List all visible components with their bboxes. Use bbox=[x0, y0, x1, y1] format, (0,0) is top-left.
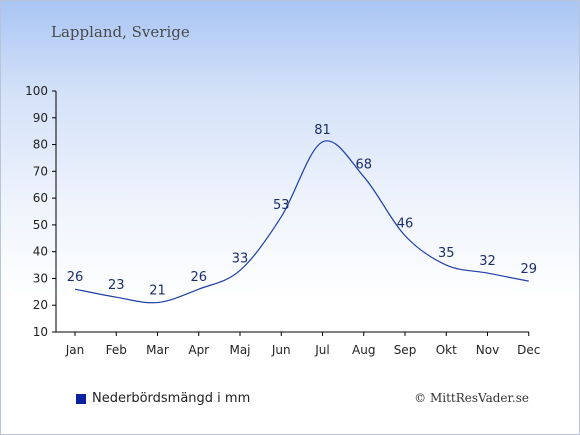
y-tick-label: 20 bbox=[33, 298, 48, 312]
x-tick-label: Feb bbox=[106, 343, 127, 357]
x-tick-label: Jul bbox=[314, 343, 329, 357]
y-tick-label: 80 bbox=[33, 138, 48, 152]
credit-text: © MittResVader.se bbox=[414, 391, 529, 405]
x-tick-label: Jun bbox=[271, 343, 291, 357]
y-tick-label: 100 bbox=[25, 84, 48, 98]
x-tick-label: Mar bbox=[146, 343, 169, 357]
data-label: 81 bbox=[314, 123, 331, 138]
series-line bbox=[74, 140, 529, 304]
x-tick-label: Nov bbox=[476, 343, 499, 357]
x-tick-label: Sep bbox=[394, 343, 417, 357]
y-tick-label: 10 bbox=[33, 325, 48, 339]
x-tick-label: Dec bbox=[517, 343, 540, 357]
chart-title: Lappland, Sverige bbox=[51, 23, 190, 41]
data-label: 35 bbox=[438, 246, 455, 261]
legend-label: Nederbördsmängd i mm bbox=[92, 391, 251, 406]
y-tick-label: 40 bbox=[33, 245, 48, 259]
data-label: 33 bbox=[232, 251, 249, 266]
x-tick-label: Okt bbox=[436, 343, 457, 357]
x-tick-label: Jan bbox=[65, 343, 85, 357]
y-tick-label: 50 bbox=[33, 218, 48, 232]
x-tick-label: Maj bbox=[229, 343, 250, 357]
data-label: 53 bbox=[273, 198, 290, 213]
data-label: 32 bbox=[479, 254, 496, 269]
y-tick-label: 70 bbox=[33, 164, 48, 178]
data-label: 21 bbox=[149, 284, 166, 299]
x-tick-label: Apr bbox=[188, 343, 209, 357]
data-label: 26 bbox=[190, 270, 207, 285]
y-tick-label: 30 bbox=[33, 271, 48, 285]
data-label: 68 bbox=[355, 158, 372, 173]
data-label: 26 bbox=[67, 270, 84, 285]
y-tick-label: 60 bbox=[33, 191, 48, 205]
data-label: 23 bbox=[108, 278, 125, 293]
legend-swatch bbox=[76, 393, 86, 404]
data-label: 46 bbox=[397, 217, 414, 232]
data-label: 29 bbox=[520, 262, 537, 277]
legend: Nederbördsmängd i mm bbox=[76, 391, 250, 406]
x-tick-label: Aug bbox=[352, 343, 375, 357]
y-tick-label: 90 bbox=[33, 111, 48, 125]
